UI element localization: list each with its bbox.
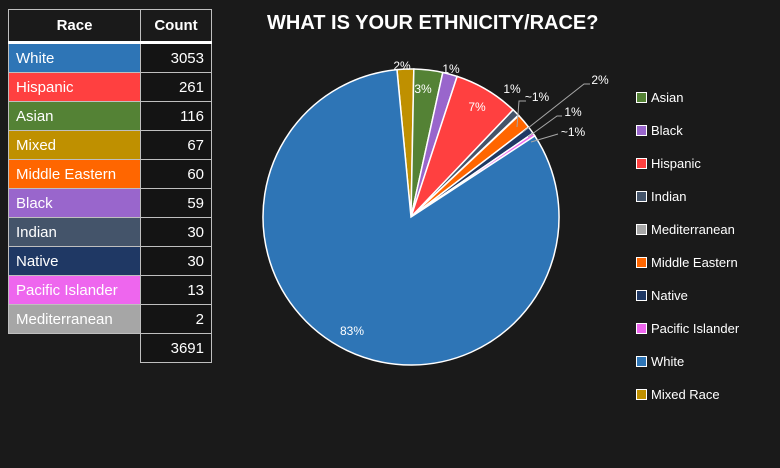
count-cell: 30 — [140, 246, 212, 276]
legend-item: Mixed Race — [636, 378, 739, 411]
table-row: Pacific Islander 13 — [8, 275, 212, 305]
count-cell: 2 — [140, 304, 212, 334]
table-row: Native 30 — [8, 246, 212, 276]
count-cell: 116 — [140, 101, 212, 131]
legend-label: Native — [651, 288, 688, 303]
slice-label: ~1% — [525, 90, 550, 104]
race-cell: Black — [8, 188, 141, 218]
legend-item: Mediterranean — [636, 213, 739, 246]
race-cell: Hispanic — [8, 72, 141, 102]
legend-item: Middle Eastern — [636, 246, 739, 279]
slice-label: 3% — [414, 82, 432, 96]
legend-item: Pacific Islander — [636, 312, 739, 345]
legend-label: Middle Eastern — [651, 255, 738, 270]
slice-label: 83% — [340, 324, 364, 338]
legend-item: White — [636, 345, 739, 378]
table-row: Black 59 — [8, 188, 212, 218]
race-cell: Asian — [8, 101, 141, 131]
count-column-header: Count — [140, 9, 212, 44]
legend-label: Mixed Race — [651, 387, 720, 402]
leader-line — [527, 115, 562, 138]
legend-swatch-icon — [636, 356, 647, 367]
table-row: Mixed 67 — [8, 130, 212, 160]
race-cell: Pacific Islander — [8, 275, 141, 305]
race-cell: Mixed — [8, 130, 141, 160]
slice-label: 2% — [393, 59, 411, 73]
count-cell: 30 — [140, 217, 212, 247]
slice-label: 1% — [564, 105, 582, 119]
legend-swatch-icon — [636, 125, 647, 136]
total-count-cell: 3691 — [140, 333, 212, 363]
slice-label: 1% — [503, 82, 521, 96]
legend-item: Hispanic — [636, 147, 739, 180]
leader-line — [516, 100, 526, 128]
table-row: Hispanic 261 — [8, 72, 212, 102]
legend-swatch-icon — [636, 191, 647, 202]
slice-label: 7% — [468, 100, 486, 114]
legend-swatch-icon — [636, 224, 647, 235]
legend-swatch-icon — [636, 92, 647, 103]
table-row: Middle Eastern 60 — [8, 159, 212, 189]
race-column-header: Race — [8, 9, 141, 44]
legend-item: Asian — [636, 81, 739, 114]
slice-label: 1% — [442, 62, 460, 76]
table-row: Mediterranean 2 — [8, 304, 212, 334]
legend-label: Asian — [651, 90, 684, 105]
legend-swatch-icon — [636, 158, 647, 169]
table-row: Indian 30 — [8, 217, 212, 247]
legend-swatch-icon — [636, 257, 647, 268]
legend-item: Black — [636, 114, 739, 147]
count-cell: 3053 — [140, 42, 212, 73]
legend-swatch-icon — [636, 290, 647, 301]
slice-label: 2% — [591, 73, 609, 87]
table-row: White 3053 — [8, 42, 212, 73]
legend-item: Native — [636, 279, 739, 312]
chart-title: WHAT IS YOUR ETHNICITY/RACE? — [267, 12, 599, 34]
race-cell: Native — [8, 246, 141, 276]
chart-legend: Asian Black Hispanic Indian Mediterranean Mid… — [636, 81, 739, 411]
table-row: Asian 116 — [8, 101, 212, 131]
count-cell: 59 — [140, 188, 212, 218]
table-header-row: Race Count — [8, 9, 212, 44]
legend-label: Indian — [651, 189, 687, 204]
pie-slice-white — [262, 68, 560, 366]
slice-label: ~1% — [561, 125, 586, 139]
legend-label: Black — [651, 123, 683, 138]
legend-label: Hispanic — [651, 156, 701, 171]
leader-line — [522, 83, 590, 133]
race-count-table: Race Count White 3053 Hispanic 261 Asian 116 M… — [8, 9, 212, 363]
leader-line — [530, 133, 559, 143]
race-cell: Middle Eastern — [8, 159, 141, 189]
count-cell: 67 — [140, 130, 212, 160]
count-cell: 13 — [140, 275, 212, 305]
legend-label: Mediterranean — [651, 222, 735, 237]
legend-swatch-icon — [636, 389, 647, 400]
count-cell: 60 — [140, 159, 212, 189]
legend-swatch-icon — [636, 323, 647, 334]
race-cell: White — [8, 42, 141, 73]
total-row: 3691 — [9, 333, 212, 363]
legend-label: White — [651, 354, 685, 369]
legend-item: Indian — [636, 180, 739, 213]
count-cell: 261 — [140, 72, 212, 102]
legend-label: Pacific Islander — [651, 321, 740, 336]
